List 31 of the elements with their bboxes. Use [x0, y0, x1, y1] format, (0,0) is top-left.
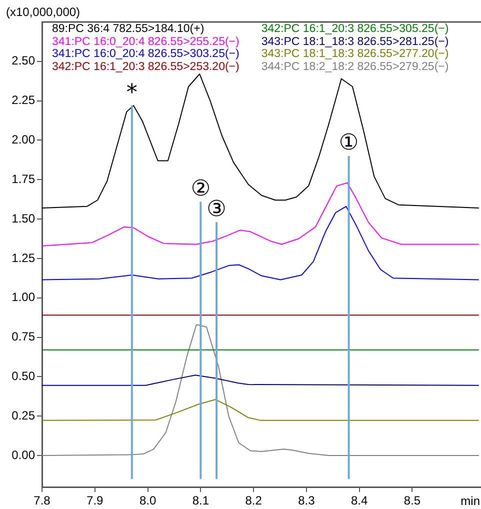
x-tick-label: 7.9 — [86, 494, 104, 508]
x-tick-label: 7.8 — [34, 494, 51, 508]
x-tick-label: 8.0 — [139, 494, 156, 508]
x-tick-label: 8.3 — [298, 494, 316, 508]
y-tick-label: 2.00 — [12, 132, 36, 147]
y-tick-label: 1.75 — [12, 172, 36, 186]
text: 344:PC 18:2_18:2 826.55>279.25(−) — [261, 60, 449, 73]
y-tick-label: 1.25 — [12, 250, 36, 265]
text: 341:PC 16:0_20:4 826.55>255.25(−) — [52, 36, 240, 48]
text: 343:PC 18:1_18:3 826.55>281.25(−) — [261, 36, 449, 48]
y-tick-label: 1.00 — [12, 290, 36, 304]
y-tick-label: 1.50 — [12, 211, 36, 226]
annotation: * — [126, 80, 138, 106]
x-tick-label: 8.1 — [192, 494, 210, 508]
text: 89:PC 36:4 782.55>184.10(+) — [52, 23, 206, 36]
text: 343:PC 18:1_18:3 826.55>277.20(−) — [261, 48, 449, 60]
y-tick-label: 2.50 — [12, 54, 36, 68]
y-tick-label: 2.25 — [12, 93, 36, 108]
x-axis-title: min — [460, 494, 480, 508]
x-tick-label: 8.4 — [351, 494, 368, 508]
y-tick-label: 0.25 — [12, 408, 36, 422]
y-tick-label: 0.50 — [12, 368, 36, 383]
y-tick-label: 0.75 — [12, 330, 36, 344]
text: 341:PC 16:0_20:4 826.55>303.25(−) — [52, 48, 240, 60]
x-tick-label: 8.5 — [404, 494, 421, 508]
y-tick-label: 0.00 — [12, 448, 36, 462]
y-axis-title: (x10,000,000) — [6, 5, 80, 19]
x-tick-label: 8.2 — [245, 494, 262, 508]
text: 342:PC 16:1_20:3 826.55>253.20(−) — [52, 60, 240, 73]
annotation: ① — [338, 130, 359, 156]
text: 342:PC 16:1_20:3 826.55>305.25(−) — [261, 23, 449, 36]
